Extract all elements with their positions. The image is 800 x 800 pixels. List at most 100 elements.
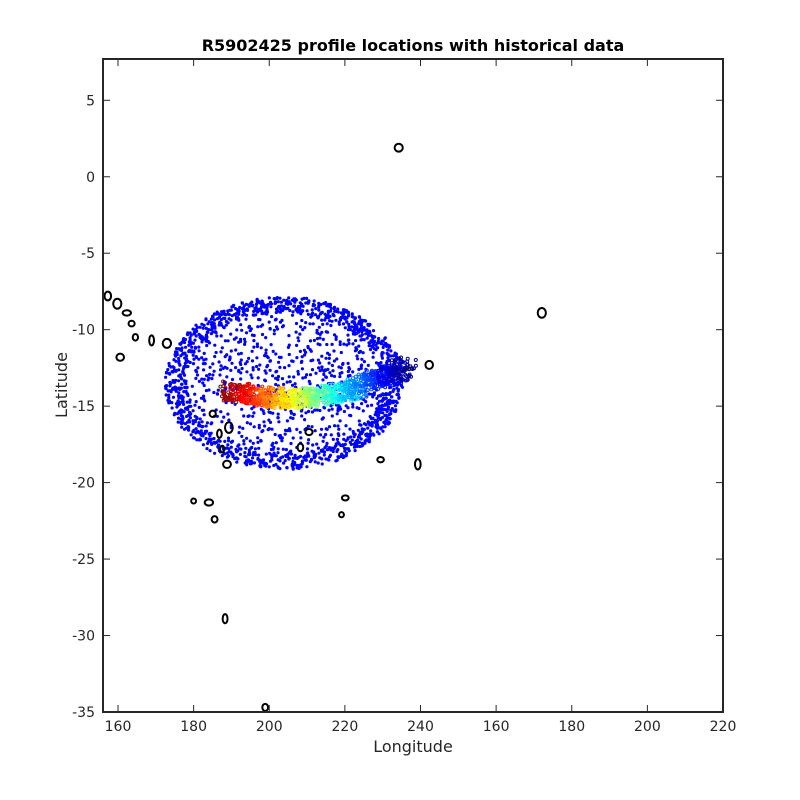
- historical-point: [285, 429, 289, 433]
- historical-point: [376, 402, 380, 406]
- historical-point: [189, 433, 193, 437]
- historical-point: [346, 333, 350, 337]
- float-profile-point: [314, 395, 319, 400]
- historical-point: [303, 418, 307, 422]
- historical-point: [164, 387, 168, 391]
- island-outline: [148, 334, 156, 347]
- historical-point: [331, 449, 335, 454]
- historical-point: [337, 427, 341, 431]
- historical-point: [218, 368, 223, 372]
- float-profile-point: [366, 372, 371, 377]
- historical-point: [346, 369, 350, 374]
- historical-point: [380, 416, 384, 420]
- historical-point: [317, 325, 321, 329]
- historical-point: [369, 339, 373, 343]
- historical-point: [207, 341, 212, 345]
- x-tick-label: 220: [332, 719, 359, 735]
- historical-point: [179, 375, 183, 379]
- historical-point: [316, 358, 320, 362]
- historical-point: [347, 327, 352, 331]
- historical-point: [317, 451, 321, 455]
- historical-point: [238, 305, 242, 310]
- historical-point: [181, 416, 185, 420]
- historical-point: [194, 427, 198, 431]
- historical-point: [205, 447, 209, 451]
- island-outline: [224, 421, 234, 434]
- historical-point: [274, 301, 278, 305]
- historical-point: [342, 342, 346, 346]
- historical-point: [182, 340, 187, 345]
- y-tick-label: -15: [72, 399, 95, 415]
- historical-point: [354, 346, 358, 350]
- historical-point: [195, 438, 199, 442]
- historical-point: [321, 322, 325, 326]
- historical-point: [294, 308, 298, 312]
- float-profile-point: [247, 401, 252, 406]
- historical-point: [192, 436, 196, 440]
- historical-point: [328, 304, 332, 308]
- historical-point: [372, 433, 376, 437]
- float-profile-point: [229, 395, 234, 400]
- island-outline: [216, 428, 223, 439]
- historical-point: [372, 342, 376, 346]
- historical-point: [340, 371, 344, 375]
- float-profile-point: [261, 401, 265, 406]
- historical-point: [200, 340, 204, 344]
- float-profile-point: [340, 383, 344, 388]
- historical-point: [185, 332, 190, 336]
- historical-point: [376, 425, 380, 429]
- historical-point: [227, 313, 231, 317]
- historical-point: [298, 430, 302, 434]
- historical-point: [222, 415, 226, 419]
- historical-point: [259, 324, 263, 328]
- historical-point: [315, 328, 319, 332]
- island-outline: [203, 498, 215, 507]
- historical-point: [200, 420, 204, 424]
- historical-point: [345, 316, 349, 320]
- historical-point: [182, 365, 186, 369]
- historical-point: [281, 455, 285, 459]
- historical-point: [206, 440, 211, 444]
- historical-point: [272, 451, 276, 455]
- historical-point: [385, 409, 389, 413]
- historical-point: [264, 452, 268, 456]
- float-profile-point: [324, 394, 329, 399]
- historical-point: [391, 399, 395, 403]
- historical-point: [340, 380, 344, 384]
- historical-point: [335, 357, 339, 361]
- historical-point: [273, 318, 277, 322]
- historical-point: [329, 448, 333, 452]
- historical-point: [275, 307, 279, 311]
- historical-point: [329, 323, 333, 328]
- historical-point: [301, 328, 305, 332]
- historical-point: [247, 448, 251, 452]
- historical-point: [239, 377, 243, 381]
- historical-point: [191, 422, 195, 426]
- historical-point: [291, 460, 295, 464]
- historical-point: [339, 454, 343, 459]
- float-profile-point: [352, 390, 357, 394]
- historical-point: [359, 364, 363, 368]
- historical-point: [212, 390, 216, 395]
- historical-point: [268, 411, 272, 415]
- historical-point: [271, 411, 275, 415]
- island-outline: [424, 359, 434, 370]
- historical-point: [244, 317, 248, 321]
- historical-point: [251, 441, 255, 445]
- float-profile-point: [297, 405, 302, 410]
- historical-point: [327, 425, 332, 429]
- float-profile-point: [337, 387, 342, 392]
- historical-point: [251, 456, 255, 460]
- historical-point: [213, 326, 217, 330]
- historical-point: [167, 393, 171, 397]
- historical-point: [353, 323, 358, 327]
- historical-point: [186, 407, 190, 411]
- historical-point: [204, 317, 208, 321]
- historical-point: [307, 438, 311, 442]
- historical-point: [320, 365, 324, 369]
- historical-point: [234, 456, 238, 460]
- historical-point: [245, 421, 249, 425]
- historical-point: [164, 375, 168, 379]
- historical-point: [303, 375, 307, 379]
- x-tick-label: 180: [558, 719, 585, 735]
